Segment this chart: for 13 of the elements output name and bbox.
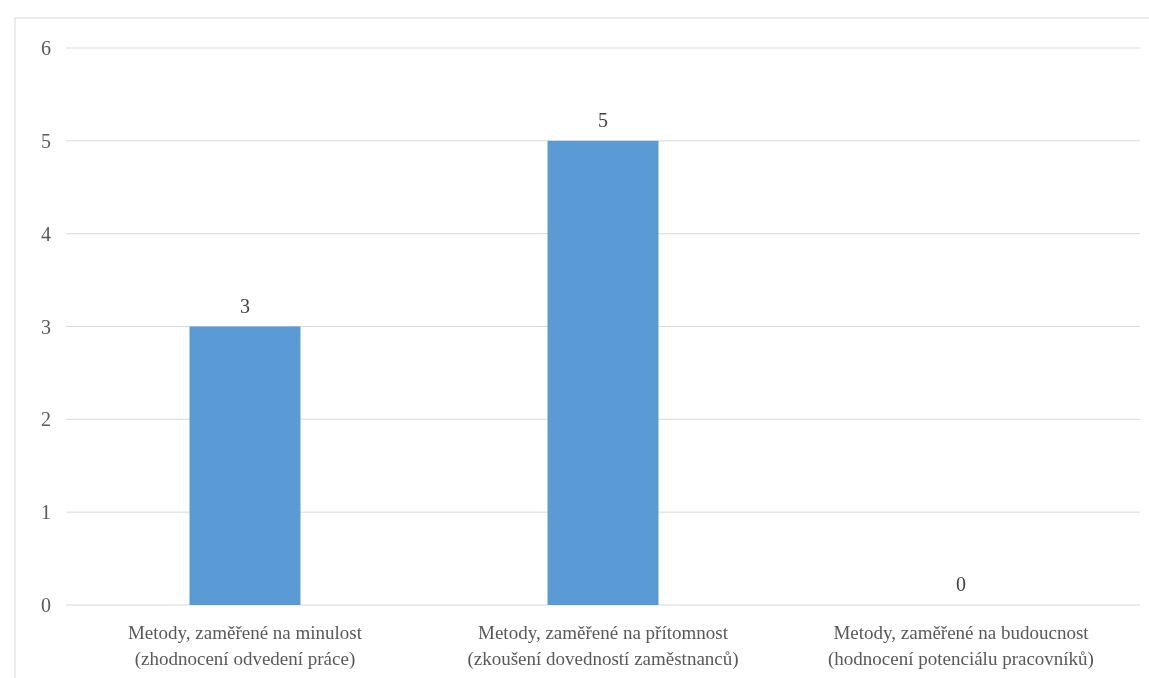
y-tick-label: 1 [41,501,51,524]
x-tick-label: Metody, zaměřené na budoucnost (hodnocení potenciálu pracovníků) [828,622,1094,670]
x-tick-label: Metody, zaměřené na přítomnost (zkoušení dovedností zaměstnanců) [467,622,739,670]
y-tick-label: 0 [41,594,51,616]
data-label: 5 [598,108,608,131]
y-tick-label: 2 [41,408,51,431]
y-tick-label: 5 [41,129,51,152]
data-label: 3 [240,294,250,317]
y-tick-label: 6 [41,37,51,59]
data-label: 0 [956,573,966,595]
y-tick-label: 4 [41,222,51,245]
x-tick-label: Metody, zaměřené na minulost (zhodnocení odvedení práce) [127,622,363,670]
y-tick-label: 3 [41,315,51,338]
